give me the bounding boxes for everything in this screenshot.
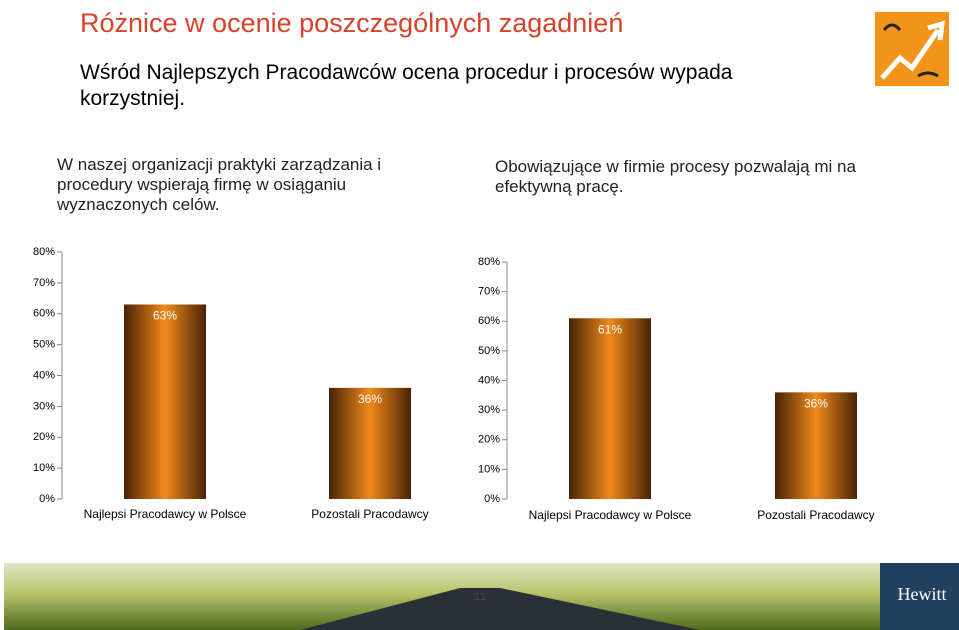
value-label: 63% xyxy=(153,309,177,323)
page-number: 11 xyxy=(474,591,485,603)
x-tick-label: Pozostali Pracodawcy xyxy=(757,508,874,522)
chart-title: Obowiązujące w firmie procesy pozwalają … xyxy=(495,157,856,196)
y-tick-label: 80% xyxy=(33,246,55,258)
y-tick-label: 60% xyxy=(33,308,55,320)
y-tick-label: 80% xyxy=(478,256,500,268)
y-tick-label: 40% xyxy=(478,374,500,386)
y-tick-label: 20% xyxy=(478,434,500,446)
logo xyxy=(875,12,949,86)
slide-title: Różnice w ocenie poszczególnych zagadnie… xyxy=(80,8,624,38)
y-tick-label: 50% xyxy=(478,345,500,357)
chart-title: W naszej organizacji praktyki zarządzani… xyxy=(57,155,382,214)
y-tick-label: 70% xyxy=(33,277,55,289)
x-tick-label: Najlepsi Pracodawcy w Polsce xyxy=(529,508,692,522)
y-tick-label: 40% xyxy=(33,369,55,381)
bar xyxy=(329,387,411,499)
y-tick-label: 30% xyxy=(478,404,500,416)
x-tick-label: Pozostali Pracodawcy xyxy=(311,507,428,521)
x-tick-label: Najlepsi Pracodawcy w Polsce xyxy=(84,507,247,521)
value-label: 61% xyxy=(598,322,622,336)
y-tick-label: 10% xyxy=(33,462,55,474)
y-tick-label: 0% xyxy=(39,493,55,505)
y-tick-label: 30% xyxy=(33,400,55,412)
bar xyxy=(569,318,651,499)
y-tick-label: 60% xyxy=(478,315,500,327)
footer-image xyxy=(4,563,959,630)
bar xyxy=(124,304,206,499)
value-label: 36% xyxy=(358,392,382,406)
slide-subtitle: Wśród Najlepszych Pracodawców ocena proc… xyxy=(80,61,733,110)
logo-text: Hewitt xyxy=(898,584,947,604)
y-tick-label: 50% xyxy=(33,339,55,351)
y-tick-label: 70% xyxy=(478,286,500,298)
y-tick-label: 0% xyxy=(484,493,500,505)
y-tick-label: 10% xyxy=(478,463,500,475)
bar xyxy=(775,392,857,499)
y-tick-label: 20% xyxy=(33,431,55,443)
value-label: 36% xyxy=(804,397,828,411)
